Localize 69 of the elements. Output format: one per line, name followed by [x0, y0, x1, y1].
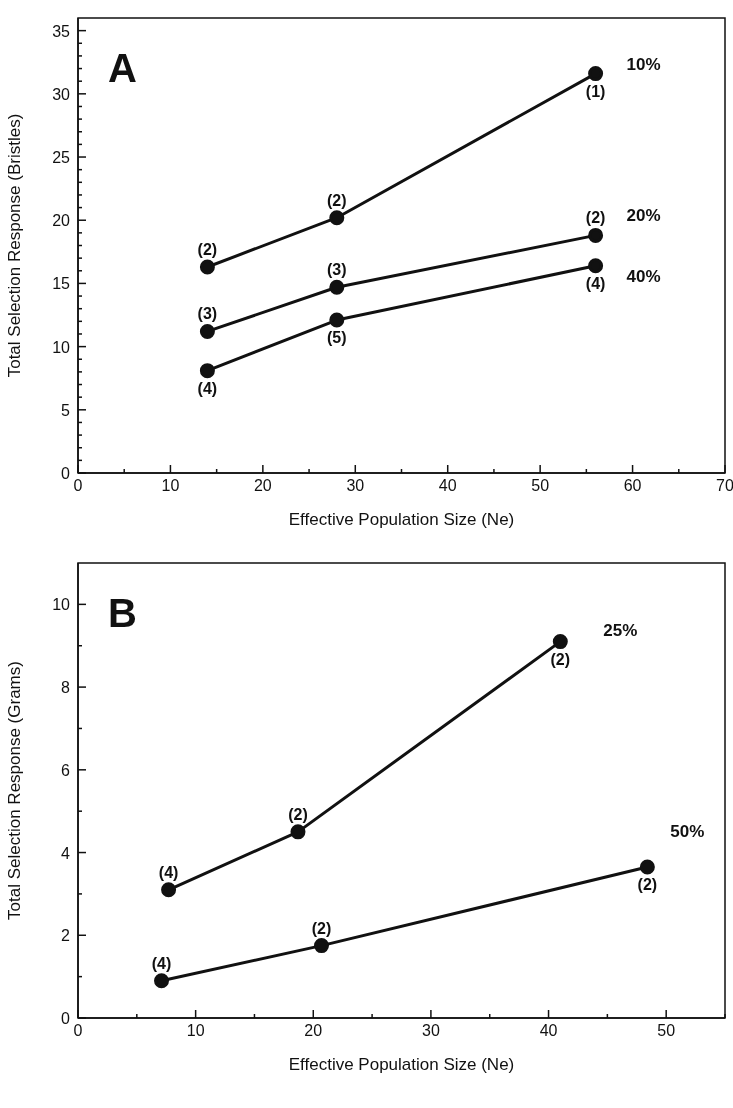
series-label: 10% — [626, 54, 661, 74]
x-tick-label: 50 — [657, 1022, 676, 1039]
annotation: (3) — [327, 261, 347, 279]
y-tick-label: 8 — [61, 679, 71, 697]
text: B — [108, 591, 137, 636]
x-tick-label: 30 — [346, 477, 365, 494]
point — [314, 938, 330, 954]
series-label: 20% — [626, 206, 661, 226]
y-tick-label: 6 — [61, 761, 71, 779]
annotation: (4) — [197, 379, 218, 397]
annotation: (2) — [311, 919, 332, 937]
y-tick-label: 25 — [52, 149, 71, 167]
point — [161, 882, 177, 898]
point — [329, 312, 345, 328]
y-tick-label: 5 — [61, 401, 71, 419]
annotation: (2) — [197, 240, 218, 258]
y-axis-title: Total Selection Response (Bristles) — [5, 113, 25, 378]
x-tick-label: 10 — [186, 1022, 205, 1039]
x-tick-label: 40 — [438, 477, 457, 494]
point — [588, 227, 604, 243]
annotation: (5) — [327, 329, 347, 347]
annotation: (2) — [637, 876, 658, 894]
x-tick-label: 50 — [531, 477, 550, 494]
series-label: 50% — [670, 822, 705, 842]
text: 25% — [603, 620, 638, 640]
annotation: (4) — [151, 954, 172, 972]
point — [154, 973, 170, 989]
x-tick-label: 70 — [716, 477, 733, 494]
point — [588, 258, 604, 274]
y-tick-label: 30 — [52, 85, 71, 103]
y-tick-label: 10 — [52, 596, 71, 614]
annotation: (2) — [288, 805, 308, 823]
x-tick-label: 40 — [539, 1022, 558, 1039]
annotation: (3) — [197, 305, 218, 323]
x-tick-label: 20 — [304, 1022, 323, 1039]
series-label: 40% — [626, 266, 661, 286]
annotation: (4) — [158, 863, 179, 881]
y-tick-label: 0 — [61, 465, 71, 482]
x-axis-title: Effective Population Size (Ne) — [288, 1055, 515, 1074]
text: A — [108, 46, 137, 91]
point — [588, 66, 604, 82]
y-tick-label: 4 — [61, 844, 71, 862]
point — [199, 323, 215, 339]
x-tick-label: 20 — [253, 477, 272, 494]
y-tick-label: 0 — [61, 1010, 71, 1027]
y-axis-title: Total Selection Response (Grams) — [5, 661, 25, 920]
x-tick-label: 0 — [73, 477, 83, 494]
y-tick-label: 10 — [52, 338, 71, 356]
annotation: (2) — [550, 650, 571, 668]
annotation: (2) — [327, 191, 347, 209]
point — [329, 210, 345, 226]
annotation: (4) — [585, 275, 606, 293]
point — [329, 279, 345, 295]
point — [552, 634, 568, 650]
point — [199, 259, 215, 275]
y-tick-label: 20 — [52, 212, 71, 230]
point — [290, 824, 306, 840]
point — [639, 859, 655, 875]
point — [199, 363, 215, 379]
x-tick-label: 60 — [623, 477, 642, 494]
x-tick-label: 30 — [422, 1022, 440, 1039]
x-tick-label: 10 — [161, 477, 180, 494]
annotation: (1) — [585, 82, 606, 100]
y-tick-label: 15 — [52, 275, 71, 293]
annotation: (2) — [585, 209, 606, 227]
y-tick-label: 2 — [61, 927, 71, 945]
y-tick-label: 35 — [52, 22, 71, 40]
x-tick-label: 0 — [73, 1022, 83, 1039]
x-axis-title: Effective Population Size (Ne) — [288, 510, 515, 529]
